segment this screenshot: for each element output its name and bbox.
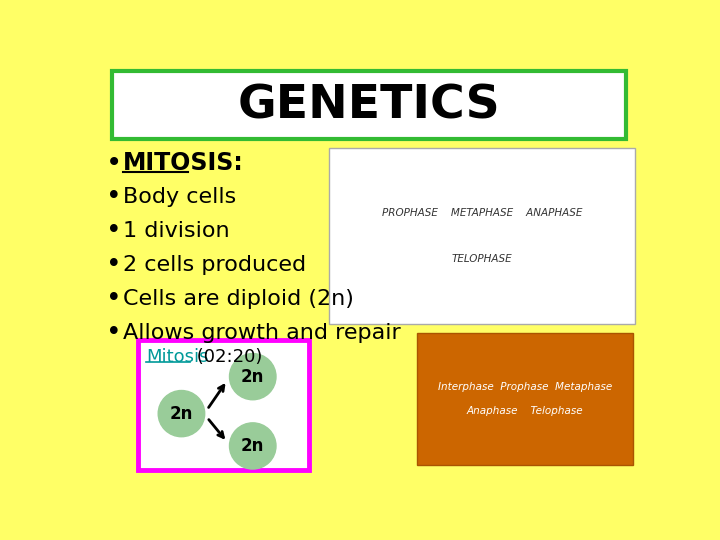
Text: 1 division: 1 division <box>122 221 229 241</box>
FancyBboxPatch shape <box>329 148 635 323</box>
FancyBboxPatch shape <box>138 340 309 470</box>
Text: •: • <box>106 184 121 210</box>
Text: (02:20): (02:20) <box>191 348 263 367</box>
Circle shape <box>158 390 204 437</box>
Text: Mitosis: Mitosis <box>145 348 208 367</box>
Text: Interphase  Prophase  Metaphase

Anaphase    Telophase: Interphase Prophase Metaphase Anaphase T… <box>438 382 612 416</box>
Text: 2n: 2n <box>241 368 264 386</box>
Text: •: • <box>106 286 121 312</box>
Text: 2 cells produced: 2 cells produced <box>122 255 306 275</box>
Text: MITOSIS:: MITOSIS: <box>122 151 243 176</box>
Text: Body cells: Body cells <box>122 187 236 207</box>
Text: Cells are diploid (2n): Cells are diploid (2n) <box>122 289 354 309</box>
Text: GENETICS: GENETICS <box>238 84 500 129</box>
Text: 2n: 2n <box>170 404 193 423</box>
Circle shape <box>230 423 276 469</box>
Text: Allows growth and repair: Allows growth and repair <box>122 323 400 343</box>
Text: PROPHASE    METAPHASE    ANAPHASE



TELOPHASE: PROPHASE METAPHASE ANAPHASE TELOPHASE <box>382 207 582 264</box>
FancyBboxPatch shape <box>417 333 632 465</box>
Circle shape <box>230 354 276 400</box>
Text: •: • <box>106 150 122 177</box>
Text: •: • <box>106 218 121 244</box>
FancyBboxPatch shape <box>112 71 626 139</box>
Text: 2n: 2n <box>241 437 264 455</box>
Text: •: • <box>106 320 121 346</box>
Text: •: • <box>106 252 121 278</box>
